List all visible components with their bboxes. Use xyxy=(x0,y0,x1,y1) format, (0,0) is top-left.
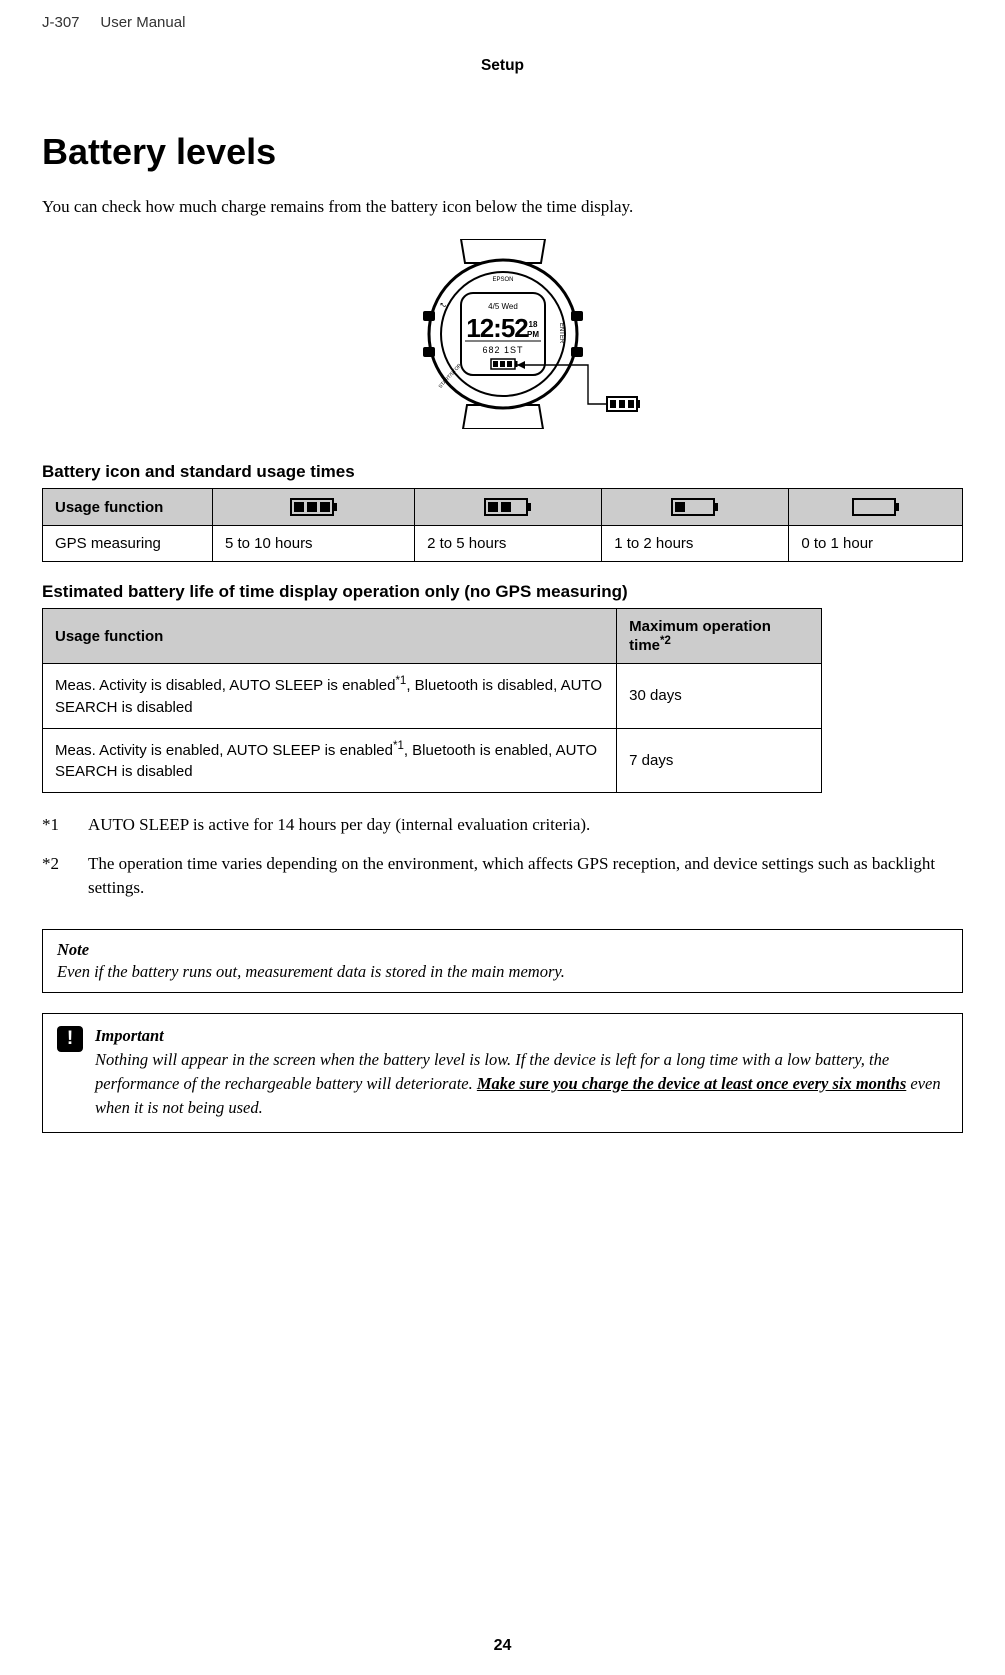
svg-text:682 1ST: 682 1ST xyxy=(482,345,523,355)
row0-sup: *1 xyxy=(395,675,406,687)
footnote-2-label: *2 xyxy=(42,852,88,901)
watch-illustration: EPSON ENTER START/STOP ↩ 4/5 Wed 12:52 1… xyxy=(42,239,963,434)
table-header-row: Usage function xyxy=(43,489,963,526)
table2-row1-desc: Meas. Activity is enabled, AUTO SLEEP is… xyxy=(43,728,617,793)
table-row: Meas. Activity is enabled, AUTO SLEEP is… xyxy=(43,728,822,793)
table1-cell-2: 1 to 2 hours xyxy=(602,526,789,562)
watch-svg: EPSON ENTER START/STOP ↩ 4/5 Wed 12:52 1… xyxy=(363,239,643,429)
svg-text:ENTER: ENTER xyxy=(558,323,564,344)
battery-1-icon xyxy=(671,498,719,516)
intro-text: You can check how much charge remains fr… xyxy=(42,197,963,217)
table1-cell-0: 5 to 10 hours xyxy=(213,526,415,562)
table-row: GPS measuring 5 to 10 hours 2 to 5 hours… xyxy=(43,526,963,562)
note-box: Note Even if the battery runs out, measu… xyxy=(42,929,963,993)
important-title: Important xyxy=(95,1024,948,1048)
table1-header-icon-2 xyxy=(415,489,602,526)
note-title: Note xyxy=(57,940,948,960)
doc-header: J-307 User Manual xyxy=(42,14,963,31)
footnotes-block: *1 AUTO SLEEP is active for 14 hours per… xyxy=(42,813,963,901)
row1-sup: *1 xyxy=(393,740,404,752)
important-body-underline: Make sure you charge the device at least… xyxy=(477,1074,906,1093)
important-text: Important Nothing will appear in the scr… xyxy=(95,1024,948,1120)
footnote-1-text: AUTO SLEEP is active for 14 hours per da… xyxy=(88,813,963,838)
page-number: 24 xyxy=(0,1637,1005,1655)
section-title: Setup xyxy=(42,57,963,75)
svg-text:4/5 Wed: 4/5 Wed xyxy=(488,302,518,311)
table1-header-icon-1 xyxy=(602,489,789,526)
footnote-1-label: *1 xyxy=(42,813,88,838)
table-row: Meas. Activity is disabled, AUTO SLEEP i… xyxy=(43,664,822,729)
table1-header-icon-3 xyxy=(213,489,415,526)
footnote-2-text: The operation time varies depending on t… xyxy=(88,852,963,901)
table2-head-2: Maximum operation time*2 xyxy=(617,609,822,664)
table1-cell-1: 2 to 5 hours xyxy=(415,526,602,562)
battery-2-icon xyxy=(484,498,532,516)
row1-desc-pre: Meas. Activity is enabled, AUTO SLEEP is… xyxy=(55,742,393,759)
manual-label: User Manual xyxy=(100,14,185,31)
battery-life-table: Usage function Maximum operation time*2 … xyxy=(42,608,822,793)
important-box: ! Important Nothing will appear in the s… xyxy=(42,1013,963,1133)
footnote-1: *1 AUTO SLEEP is active for 14 hours per… xyxy=(42,813,963,838)
svg-text:12:52: 12:52 xyxy=(466,313,528,343)
important-icon: ! xyxy=(57,1026,83,1052)
table2-head-1: Usage function xyxy=(43,609,617,664)
table2-row0-desc: Meas. Activity is disabled, AUTO SLEEP i… xyxy=(43,664,617,729)
model-code: J-307 xyxy=(42,14,80,31)
note-body: Even if the battery runs out, measuremen… xyxy=(57,962,948,982)
svg-text:18: 18 xyxy=(528,320,537,329)
table-header-row: Usage function Maximum operation time*2 xyxy=(43,609,822,664)
table2-row0-time: 30 days xyxy=(617,664,822,729)
table1-row-label: GPS measuring xyxy=(43,526,213,562)
table1-header-icon-0 xyxy=(789,489,963,526)
svg-text:EPSON: EPSON xyxy=(492,277,513,283)
svg-text:PM: PM xyxy=(527,330,539,339)
table1-header-label: Usage function xyxy=(43,489,213,526)
table2-head2-sup: *2 xyxy=(660,635,671,647)
battery-3-icon xyxy=(290,498,338,516)
table1-caption: Battery icon and standard usage times xyxy=(42,462,963,482)
table2-head2-prefix: Maximum operation time xyxy=(629,618,771,654)
battery-usage-table: Usage function xyxy=(42,488,963,562)
table2-caption: Estimated battery life of time display o… xyxy=(42,582,963,602)
row0-desc-pre: Meas. Activity is disabled, AUTO SLEEP i… xyxy=(55,677,395,694)
table1-cell-3: 0 to 1 hour xyxy=(789,526,963,562)
table2-row1-time: 7 days xyxy=(617,728,822,793)
footnote-2: *2 The operation time varies depending o… xyxy=(42,852,963,901)
battery-0-icon xyxy=(852,498,900,516)
page-heading: Battery levels xyxy=(42,131,963,173)
